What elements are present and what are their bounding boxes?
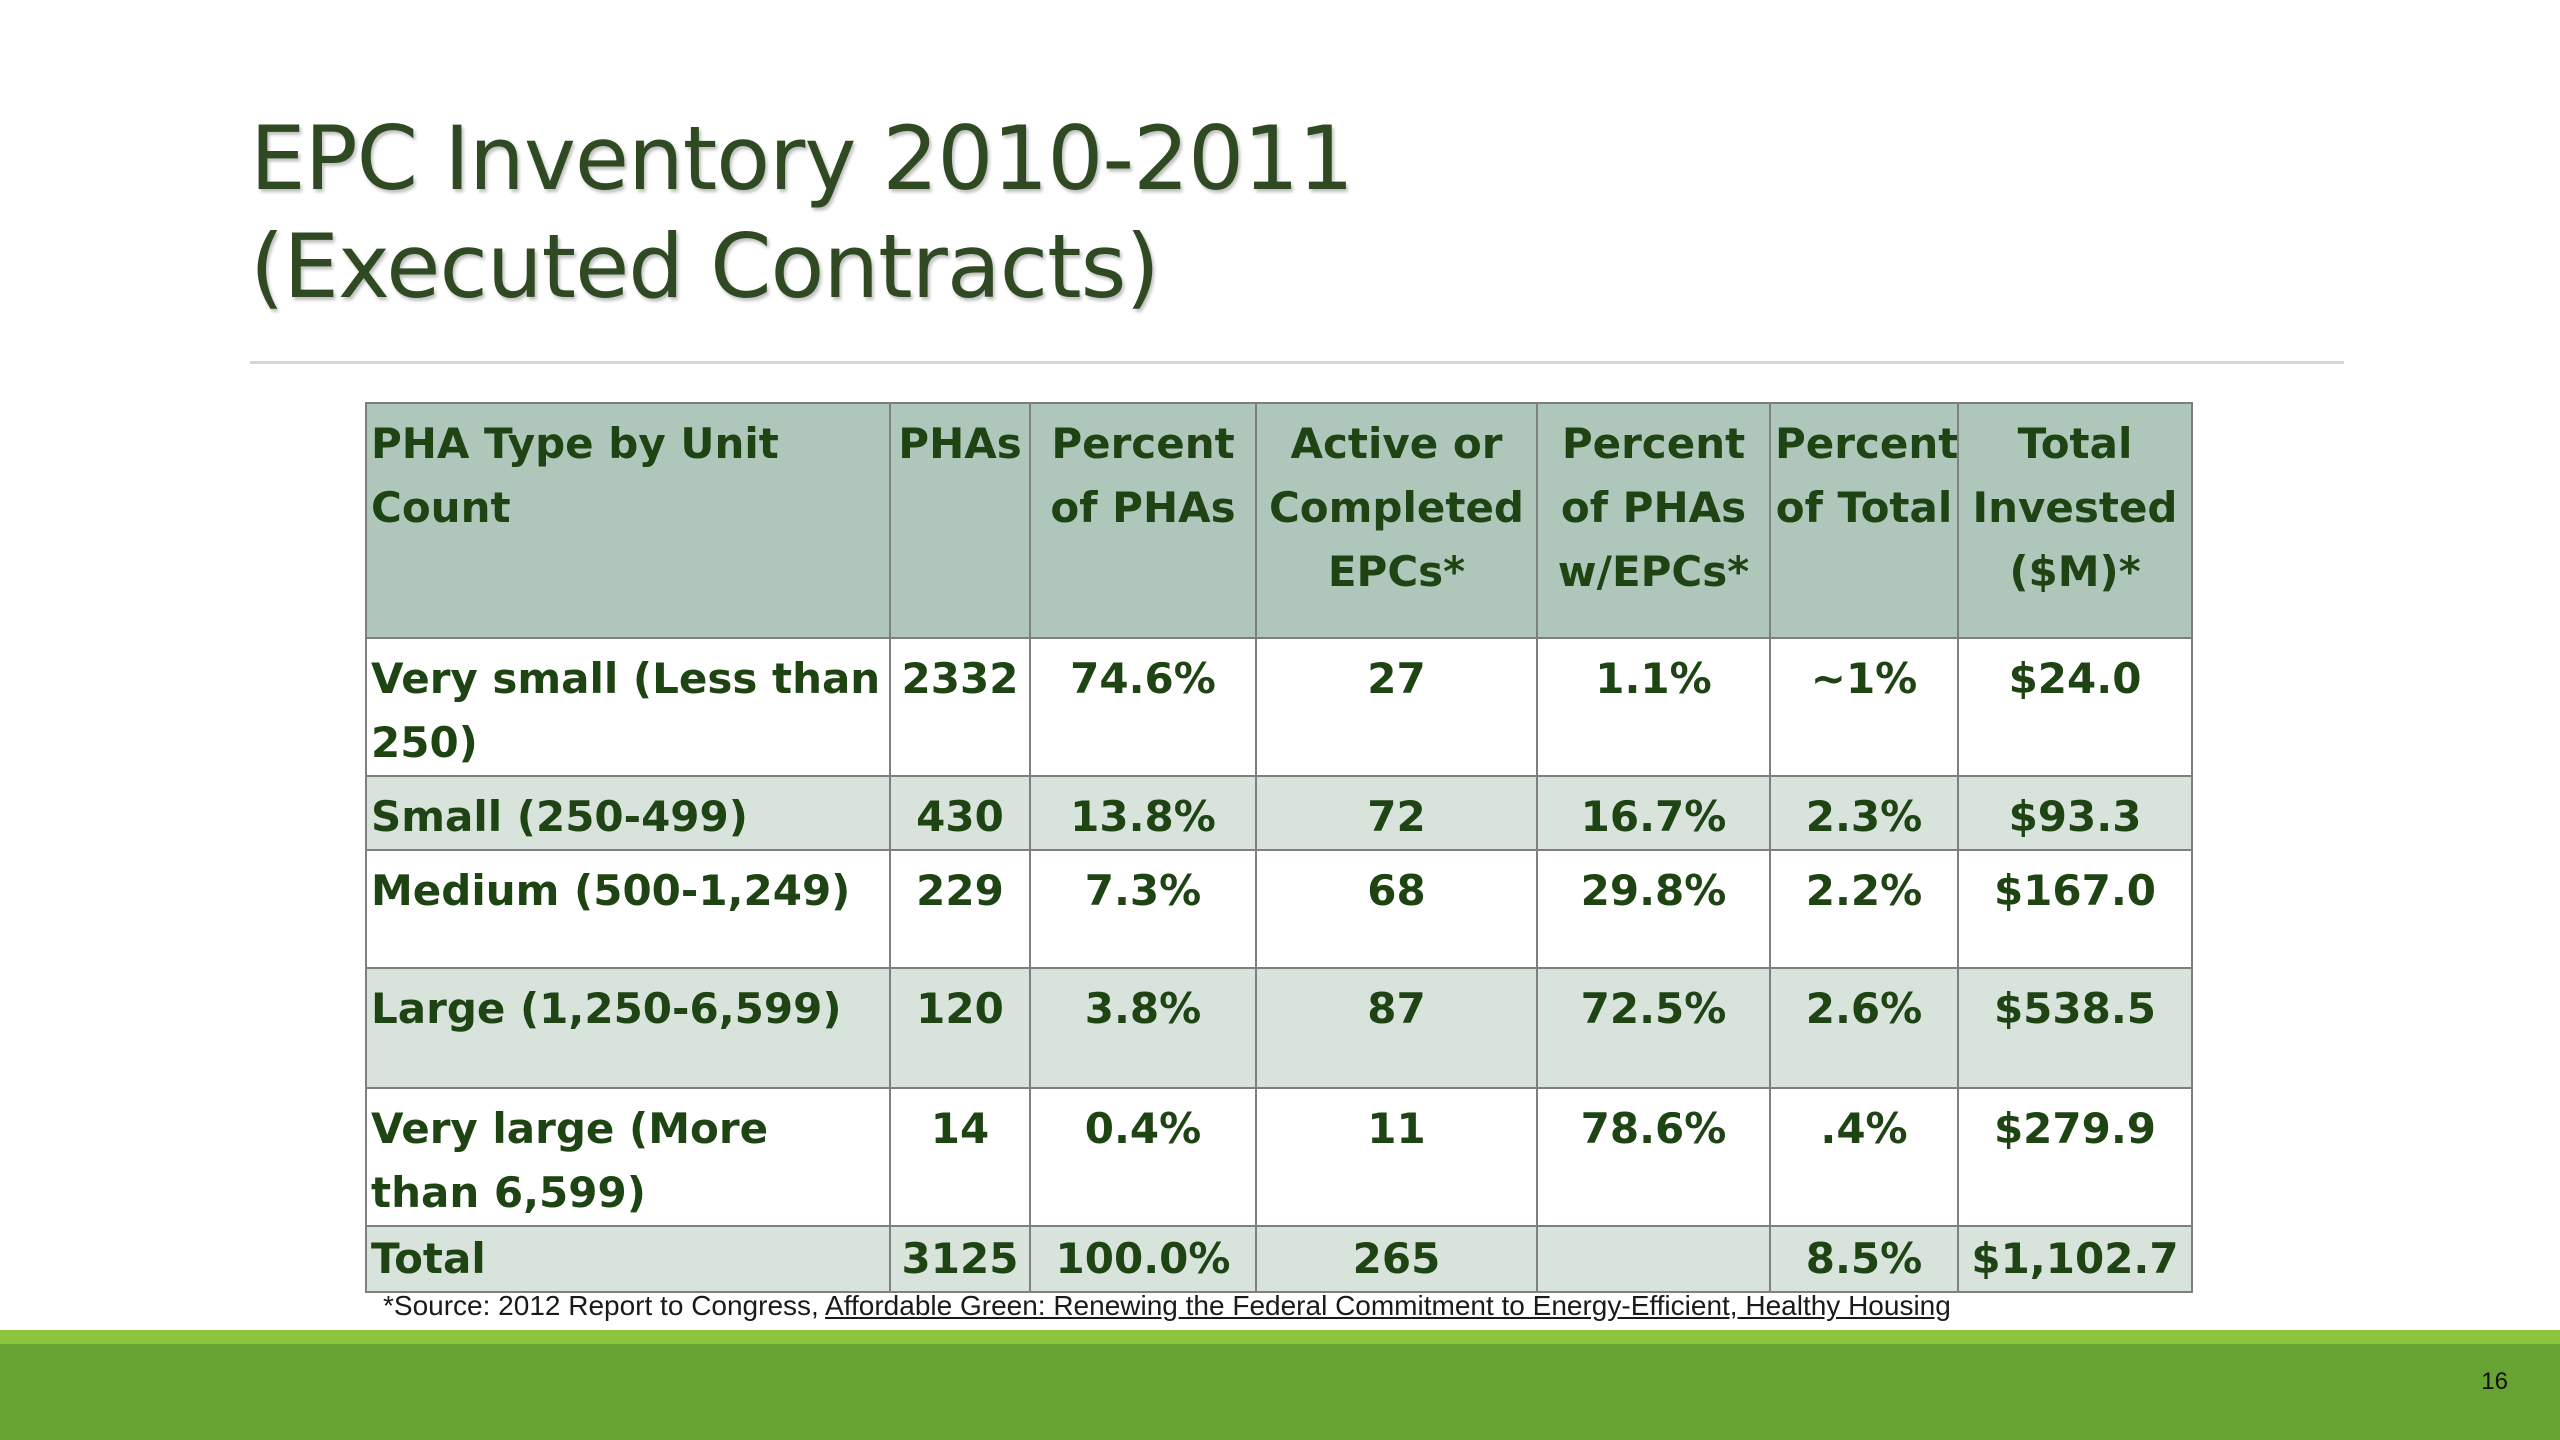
cell-total-invested: $1,102.7 xyxy=(1957,1225,2193,1293)
header-phas: PHAs xyxy=(889,402,1031,639)
header-pha-type: PHA Type by Unit Count xyxy=(365,402,891,639)
cell-percent-of-phas: 7.3% xyxy=(1029,849,1257,969)
header-total-invested: Total Invested ($M)* xyxy=(1957,402,2193,639)
header-percent-phas-with-epcs: Percent of PHAs w/EPCs* xyxy=(1536,402,1771,639)
cell-pha-type: Very large (More than 6,599) xyxy=(365,1087,891,1227)
cell-percent-of-total: .4% xyxy=(1769,1087,1959,1227)
cell-percent-with-epcs: 78.6% xyxy=(1536,1087,1771,1227)
header-active-completed-epcs: Active or Completed EPCs* xyxy=(1255,402,1538,639)
source-note: *Source: 2012 Report to Congress, Afford… xyxy=(383,1290,1951,1322)
cell-phas: 229 xyxy=(889,849,1031,969)
cell-percent-of-total: 2.2% xyxy=(1769,849,1959,969)
cell-total-invested: $93.3 xyxy=(1957,775,2193,851)
source-prefix: *Source: 2012 Report to Congress, xyxy=(383,1290,826,1321)
cell-phas: 2332 xyxy=(889,637,1031,777)
cell-percent-of-phas: 74.6% xyxy=(1029,637,1257,777)
cell-percent-with-epcs: 29.8% xyxy=(1536,849,1771,969)
cell-epcs: 87 xyxy=(1255,967,1538,1089)
source-reference-link[interactable]: Affordable Green: Renewing the Federal C… xyxy=(825,1290,1951,1321)
cell-percent-of-phas: 3.8% xyxy=(1029,967,1257,1089)
header-percent-of-total: Percent of Total xyxy=(1769,402,1959,639)
slide-title: EPC Inventory 2010-2011 (Executed Contra… xyxy=(250,105,2150,321)
table-row-large: Large (1,250-6,599) 120 3.8% 87 72.5% 2.… xyxy=(365,967,2193,1089)
cell-percent-of-total: ~1% xyxy=(1769,637,1959,777)
footer-band-light xyxy=(0,1330,2560,1344)
cell-total-invested: $279.9 xyxy=(1957,1087,2193,1227)
slide-title-line-1: EPC Inventory 2010-2011 xyxy=(250,107,1354,210)
cell-percent-with-epcs: 72.5% xyxy=(1536,967,1771,1089)
cell-percent-of-total: 8.5% xyxy=(1769,1225,1959,1293)
table-row-very-small: Very small (Less than 250) 2332 74.6% 27… xyxy=(365,637,2193,777)
cell-phas: 120 xyxy=(889,967,1031,1089)
cell-total-invested: $167.0 xyxy=(1957,849,2193,969)
cell-percent-with-epcs: 16.7% xyxy=(1536,775,1771,851)
cell-pha-type: Very small (Less than 250) xyxy=(365,637,891,777)
cell-epcs: 27 xyxy=(1255,637,1538,777)
table-row-total: Total 3125 100.0% 265 8.5% $1,102.7 xyxy=(365,1225,2193,1293)
cell-epcs: 72 xyxy=(1255,775,1538,851)
cell-percent-with-epcs: 1.1% xyxy=(1536,637,1771,777)
page-number: 16 xyxy=(2481,1368,2508,1395)
table-row-small: Small (250-499) 430 13.8% 72 16.7% 2.3% … xyxy=(365,775,2193,851)
cell-percent-of-total: 2.3% xyxy=(1769,775,1959,851)
cell-percent-of-phas: 0.4% xyxy=(1029,1087,1257,1227)
cell-phas: 430 xyxy=(889,775,1031,851)
epc-inventory-table: PHA Type by Unit Count PHAs Percent of P… xyxy=(365,402,2193,1293)
cell-pha-type: Medium (500-1,249) xyxy=(365,849,891,969)
slide-title-line-2: (Executed Contracts) xyxy=(250,215,1160,318)
footer-band xyxy=(0,1344,2560,1440)
cell-pha-type: Small (250-499) xyxy=(365,775,891,851)
cell-total-invested: $24.0 xyxy=(1957,637,2193,777)
cell-phas: 3125 xyxy=(889,1225,1031,1293)
table-row-medium: Medium (500-1,249) 229 7.3% 68 29.8% 2.2… xyxy=(365,849,2193,969)
cell-total-invested: $538.5 xyxy=(1957,967,2193,1089)
title-divider xyxy=(250,361,2344,364)
cell-epcs: 68 xyxy=(1255,849,1538,969)
cell-phas: 14 xyxy=(889,1087,1031,1227)
cell-pha-type: Total xyxy=(365,1225,891,1293)
cell-percent-of-phas: 13.8% xyxy=(1029,775,1257,851)
cell-epcs: 11 xyxy=(1255,1087,1538,1227)
cell-percent-of-phas: 100.0% xyxy=(1029,1225,1257,1293)
table-header-row: PHA Type by Unit Count PHAs Percent of P… xyxy=(365,402,2193,639)
table-row-very-large: Very large (More than 6,599) 14 0.4% 11 … xyxy=(365,1087,2193,1227)
header-percent-of-phas: Percent of PHAs xyxy=(1029,402,1257,639)
cell-percent-with-epcs xyxy=(1536,1225,1771,1293)
cell-pha-type: Large (1,250-6,599) xyxy=(365,967,891,1089)
cell-percent-of-total: 2.6% xyxy=(1769,967,1959,1089)
cell-epcs: 265 xyxy=(1255,1225,1538,1293)
